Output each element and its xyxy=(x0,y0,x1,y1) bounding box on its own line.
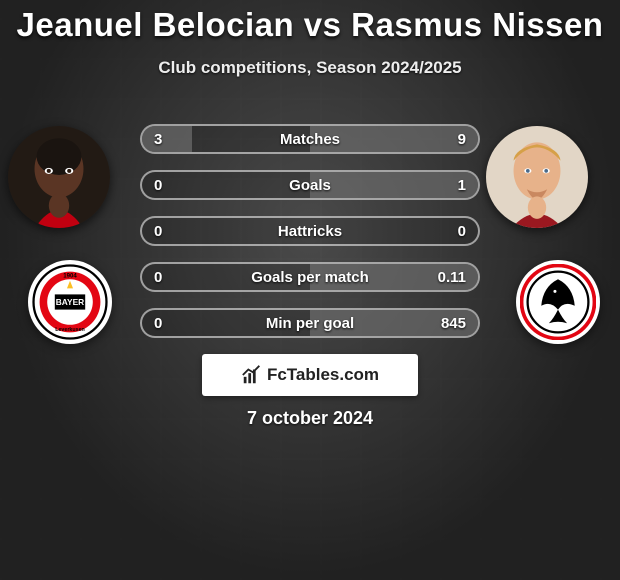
stat-label: Hattricks xyxy=(278,223,342,240)
brand-text: FcTables.com xyxy=(267,365,379,385)
stat-value-right: 0.11 xyxy=(438,269,466,286)
date-line: 7 october 2024 xyxy=(0,408,620,429)
club-logo-right xyxy=(516,260,600,344)
stat-row: 0 Min per goal 845 xyxy=(140,308,480,338)
stat-value-left: 0 xyxy=(154,315,162,332)
svg-text:BAYER: BAYER xyxy=(56,297,84,307)
stat-label: Matches xyxy=(280,131,340,148)
stat-fill-right xyxy=(310,172,478,198)
svg-text:Leverkusen: Leverkusen xyxy=(55,327,85,333)
stat-value-left: 0 xyxy=(154,223,162,240)
subtitle: Club competitions, Season 2024/2025 xyxy=(0,58,620,78)
page-title: Jeanuel Belocian vs Rasmus Nissen xyxy=(0,0,620,44)
brand-box[interactable]: FcTables.com xyxy=(202,354,418,396)
stat-value-right: 845 xyxy=(441,315,466,332)
stat-fill-left xyxy=(142,126,192,152)
stat-value-left: 3 xyxy=(154,131,162,148)
svg-text:1904: 1904 xyxy=(63,273,77,280)
stat-row: 3 Matches 9 xyxy=(140,124,480,154)
stat-row: 0 Hattricks 0 xyxy=(140,216,480,246)
player-left-photo xyxy=(8,126,110,228)
stat-label: Goals xyxy=(289,177,331,194)
stat-value-right: 1 xyxy=(458,177,466,194)
stat-label: Goals per match xyxy=(251,269,369,286)
stat-row: 0 Goals per match 0.11 xyxy=(140,262,480,292)
chart-icon xyxy=(241,364,263,386)
stat-value-left: 0 xyxy=(154,269,162,286)
stat-label: Min per goal xyxy=(266,315,354,332)
stat-value-left: 0 xyxy=(154,177,162,194)
stat-value-right: 0 xyxy=(458,223,466,240)
stat-row: 0 Goals 1 xyxy=(140,170,480,200)
stats-container: 3 Matches 9 0 Goals 1 0 Hattricks 0 0 Goals per ma… xyxy=(140,124,480,354)
stat-value-right: 9 xyxy=(458,131,466,148)
player-right-photo xyxy=(486,126,588,228)
club-logo-left: BAYER 1904 Leverkusen xyxy=(28,260,112,344)
